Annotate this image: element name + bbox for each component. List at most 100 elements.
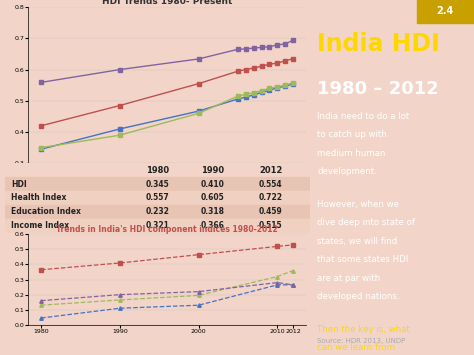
-GNI per capita xyxy=(117,298,123,302)
Text: 1980 – 2012: 1980 – 2012 xyxy=(317,80,439,98)
Bar xyxy=(417,0,474,23)
-GNI per capita xyxy=(38,303,44,307)
South Asia xyxy=(283,83,288,87)
Text: to catch up with: to catch up with xyxy=(317,130,387,139)
Text: Then the key is, what: Then the key is, what xyxy=(317,325,410,334)
Medium human development xyxy=(290,56,296,61)
Text: that some states HDI: that some states HDI xyxy=(317,255,408,264)
-Life Expectancy xyxy=(274,244,280,248)
Medium human development xyxy=(117,103,123,108)
Text: Health Index: Health Index xyxy=(11,193,66,202)
India xyxy=(235,97,241,101)
-HDI xyxy=(38,299,44,303)
Line: Medium human development: Medium human development xyxy=(39,57,295,127)
Medium human development xyxy=(283,59,288,63)
Text: 0.459: 0.459 xyxy=(259,207,283,216)
Text: 0.605: 0.605 xyxy=(201,193,225,202)
Line: -GNI per capita: -GNI per capita xyxy=(39,269,295,307)
South Asia xyxy=(274,84,280,89)
Bar xyxy=(5,163,310,177)
Text: medium human: medium human xyxy=(317,149,385,158)
Text: 0.515: 0.515 xyxy=(259,221,283,230)
Bar xyxy=(5,219,310,233)
South Asia xyxy=(235,94,241,98)
-HDI xyxy=(290,283,296,287)
Text: HDI: HDI xyxy=(11,180,27,189)
World xyxy=(251,46,256,50)
Text: states, we will find: states, we will find xyxy=(317,237,397,246)
Legend: India, Medium human development, South Asia, World: India, Medium human development, South A… xyxy=(97,191,237,208)
Title: HDI Trends 1980- Present: HDI Trends 1980- Present xyxy=(102,0,232,6)
-Life Expectancy xyxy=(196,252,201,257)
South Asia xyxy=(259,88,264,93)
World xyxy=(38,80,44,84)
Text: dive deep into state of: dive deep into state of xyxy=(317,218,415,227)
Text: 0.318: 0.318 xyxy=(201,207,225,216)
-GNI per capita xyxy=(290,268,296,273)
Text: 0.554: 0.554 xyxy=(259,180,283,189)
Title: Trends in India's HDI component indices 1980-2012: Trends in India's HDI component indices … xyxy=(56,224,278,234)
Bar xyxy=(5,191,310,205)
India xyxy=(251,93,256,97)
Text: are at par with: are at par with xyxy=(317,274,380,283)
Text: 0.321: 0.321 xyxy=(146,221,170,230)
Line: World: World xyxy=(39,38,295,84)
South Asia xyxy=(196,111,201,115)
Text: India need to do a lot: India need to do a lot xyxy=(317,112,409,121)
India xyxy=(196,109,201,113)
-Education xyxy=(196,303,201,307)
Medium human development xyxy=(274,61,280,65)
World xyxy=(267,45,273,49)
Text: can we learn from: can we learn from xyxy=(317,343,395,352)
World xyxy=(235,47,241,51)
-Life Expectancy xyxy=(117,261,123,265)
World xyxy=(243,47,249,51)
World xyxy=(283,42,288,46)
World xyxy=(290,38,296,42)
India xyxy=(243,95,249,99)
India xyxy=(259,90,264,94)
-Education xyxy=(38,316,44,320)
Text: development.: development. xyxy=(317,167,377,176)
Text: Income Index: Income Index xyxy=(11,221,69,230)
-HDI xyxy=(274,280,280,285)
Text: developed nations.: developed nations. xyxy=(317,292,400,301)
Bar xyxy=(5,177,310,191)
Text: 0.557: 0.557 xyxy=(146,193,170,202)
World xyxy=(259,45,264,50)
Text: Education Index: Education Index xyxy=(11,207,81,216)
-GNI per capita xyxy=(274,274,280,279)
India xyxy=(267,88,273,92)
-Education xyxy=(290,283,296,287)
Text: India HDI: India HDI xyxy=(317,32,440,56)
Bar xyxy=(5,205,310,219)
India xyxy=(117,127,123,131)
Text: 0.345: 0.345 xyxy=(146,180,170,189)
Text: However, when we: However, when we xyxy=(317,200,399,209)
Line: -Life Expectancy: -Life Expectancy xyxy=(39,243,295,272)
-HDI xyxy=(117,293,123,297)
Text: Source: HDR 2013, UNDP: Source: HDR 2013, UNDP xyxy=(317,338,405,344)
India xyxy=(38,147,44,151)
Text: 0.722: 0.722 xyxy=(259,193,283,202)
Medium human development xyxy=(38,124,44,128)
South Asia xyxy=(38,146,44,150)
India xyxy=(290,82,296,86)
Text: 0.232: 0.232 xyxy=(146,207,170,216)
Line: -HDI: -HDI xyxy=(39,281,295,302)
Line: India: India xyxy=(39,82,295,151)
Text: 2012: 2012 xyxy=(259,166,283,175)
Text: 1990: 1990 xyxy=(201,166,224,175)
South Asia xyxy=(251,91,256,95)
World xyxy=(274,43,280,47)
South Asia xyxy=(243,92,249,97)
Medium human development xyxy=(196,82,201,86)
Medium human development xyxy=(243,67,249,72)
Text: 2.4: 2.4 xyxy=(436,6,453,16)
-Education xyxy=(117,306,123,310)
Medium human development xyxy=(267,62,273,66)
Medium human development xyxy=(251,66,256,70)
World xyxy=(196,57,201,61)
Medium human development xyxy=(259,64,264,68)
Line: -Education: -Education xyxy=(39,283,295,320)
